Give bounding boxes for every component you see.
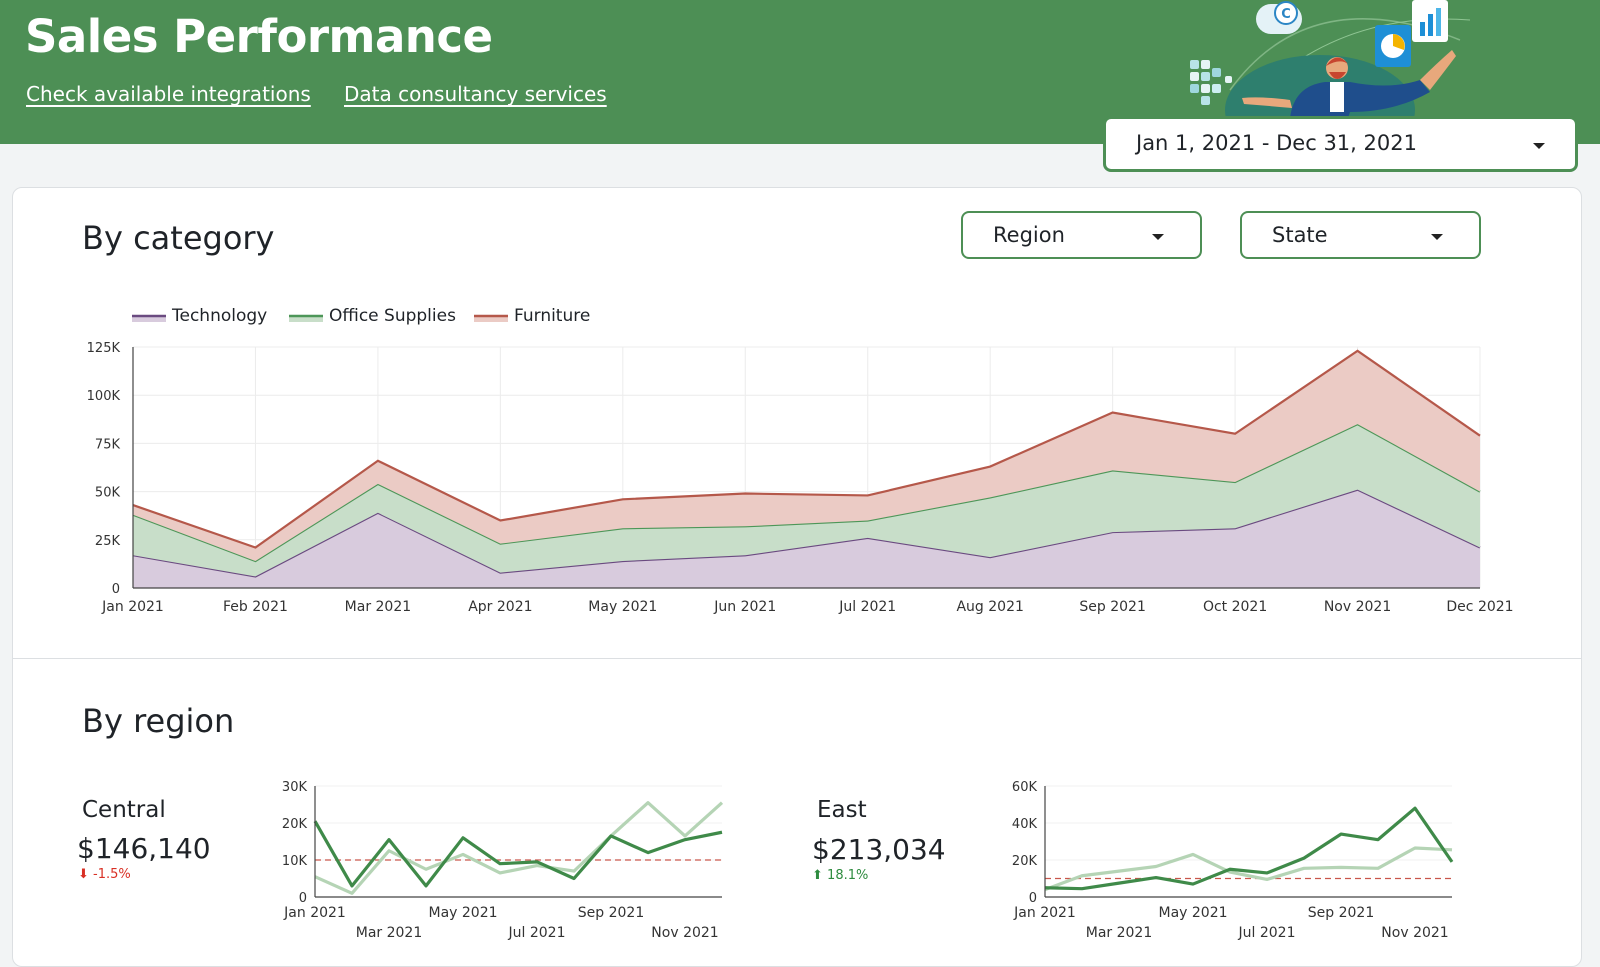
region-section-title: By region	[82, 702, 235, 740]
x-tick-label: Mar 2021	[345, 599, 412, 615]
x-tick-label: Jun 2021	[713, 599, 776, 615]
region-card-delta: ⬇ -1.5%	[78, 867, 131, 882]
legend-swatch	[289, 316, 323, 322]
page-title: Sales Performance	[25, 10, 493, 63]
region-card-delta: ⬆ 18.1%	[812, 868, 868, 883]
y-tick-label: 10K	[282, 854, 308, 869]
legend-label: Furniture	[514, 306, 590, 326]
cube-grid-icon	[1190, 60, 1232, 105]
series-line-furniture	[132, 349, 1481, 549]
database-icon: C	[1256, 1, 1302, 34]
region-card-name: East	[817, 797, 867, 823]
pie-chart-card-icon	[1375, 25, 1411, 67]
header-illustration: C	[1190, 0, 1471, 118]
x-tick-label: Mar 2021	[356, 925, 423, 941]
series-line-previous	[314, 801, 724, 895]
delta-value: -1.5%	[93, 867, 131, 882]
category-area-chart: 0 25K 50K 75K 100K 125K Jan 2021 Feb 2021 Mar 20…	[87, 306, 1514, 615]
delta-value: 18.1%	[827, 868, 869, 883]
x-tick-label: Jul 2021	[838, 599, 896, 615]
x-tick-label: Jan 2021	[101, 599, 164, 615]
legend-swatch	[132, 316, 166, 322]
x-tick-label: Mar 2021	[1086, 925, 1153, 941]
presenter-figure	[1242, 50, 1456, 118]
arrow-up-icon: ⬆	[812, 868, 823, 883]
x-tick-label: Dec 2021	[1446, 599, 1513, 615]
state-filter-label: State	[1272, 223, 1328, 247]
legend-label: Office Supplies	[329, 306, 456, 326]
x-tick-label: Jan 2021	[1013, 905, 1076, 921]
chevron-down-icon	[1431, 234, 1443, 240]
y-tick-label: 60K	[1012, 780, 1038, 795]
state-filter-dropdown[interactable]: State	[1240, 211, 1481, 259]
y-tick-label: 0	[1029, 891, 1037, 906]
x-tick-label: Sep 2021	[1308, 905, 1374, 921]
series-line-previous	[1044, 846, 1453, 892]
region-card-name: Central	[82, 797, 166, 823]
x-tick-label: May 2021	[588, 599, 657, 615]
region-card-value: $146,140	[77, 832, 211, 865]
header-banner: Sales Performance Check available integr…	[0, 0, 1600, 172]
x-tick-label: Nov 2021	[651, 925, 718, 941]
x-tick-label: Sep 2021	[578, 905, 644, 921]
y-tick-label: 0	[112, 582, 120, 597]
y-tick-label: 0	[299, 891, 307, 906]
chevron-down-icon	[1533, 143, 1545, 149]
x-tick-label: Oct 2021	[1203, 599, 1267, 615]
x-tick-label: Nov 2021	[1381, 925, 1448, 941]
east-line-chart: 0 20K 40K 60K Jan 2021 May 2021 Sep 2021 Mar 20…	[1012, 780, 1454, 941]
arrow-down-icon: ⬇	[78, 867, 89, 882]
svg-text:C: C	[1281, 7, 1291, 22]
y-tick-label: 40K	[1012, 817, 1038, 832]
x-tick-label: Apr 2021	[468, 599, 532, 615]
y-tick-label: 50K	[95, 486, 121, 501]
area-office-supplies	[133, 424, 1480, 577]
x-tick-label: Nov 2021	[1324, 599, 1391, 615]
legend-swatch	[474, 316, 508, 322]
integrations-link[interactable]: Check available integrations	[26, 82, 311, 106]
legend-label: Technology	[171, 306, 267, 326]
x-tick-label: May 2021	[1158, 905, 1227, 921]
series-line-current	[1044, 806, 1454, 891]
x-tick-label: Aug 2021	[956, 599, 1023, 615]
y-tick-label: 20K	[1012, 854, 1038, 869]
x-tick-label: Jul 2021	[1238, 925, 1296, 941]
y-tick-label: 100K	[87, 389, 121, 404]
central-line-chart: 0 10K 20K 30K Jan 2021 May 2021 Sep 2021 Mar 20…	[282, 780, 724, 941]
y-tick-label: 125K	[87, 341, 121, 356]
date-range-picker[interactable]: Jan 1, 2021 - Dec 31, 2021	[1103, 116, 1578, 172]
x-tick-label: May 2021	[428, 905, 497, 921]
date-range-value: Jan 1, 2021 - Dec 31, 2021	[1136, 131, 1417, 155]
region-card-value: $213,034	[812, 833, 946, 866]
area-furniture	[133, 350, 1480, 562]
y-tick-label: 30K	[282, 780, 308, 795]
chevron-down-icon	[1152, 234, 1164, 240]
bar-chart-card-icon	[1412, 0, 1448, 42]
x-tick-label: Sep 2021	[1079, 599, 1145, 615]
x-tick-label: Jan 2021	[283, 905, 346, 921]
y-tick-label: 25K	[95, 534, 121, 549]
section-divider	[12, 658, 1582, 659]
region-filter-label: Region	[993, 223, 1065, 247]
area-technology	[133, 489, 1480, 588]
y-tick-label: 20K	[282, 817, 308, 832]
y-tick-label: 75K	[95, 437, 121, 452]
x-tick-label: Jul 2021	[508, 925, 566, 941]
x-tick-label: Feb 2021	[223, 599, 288, 615]
consultancy-link[interactable]: Data consultancy services	[344, 82, 607, 106]
category-section-title: By category	[82, 219, 275, 257]
series-line-current	[313, 820, 723, 888]
region-filter-dropdown[interactable]: Region	[961, 211, 1202, 259]
